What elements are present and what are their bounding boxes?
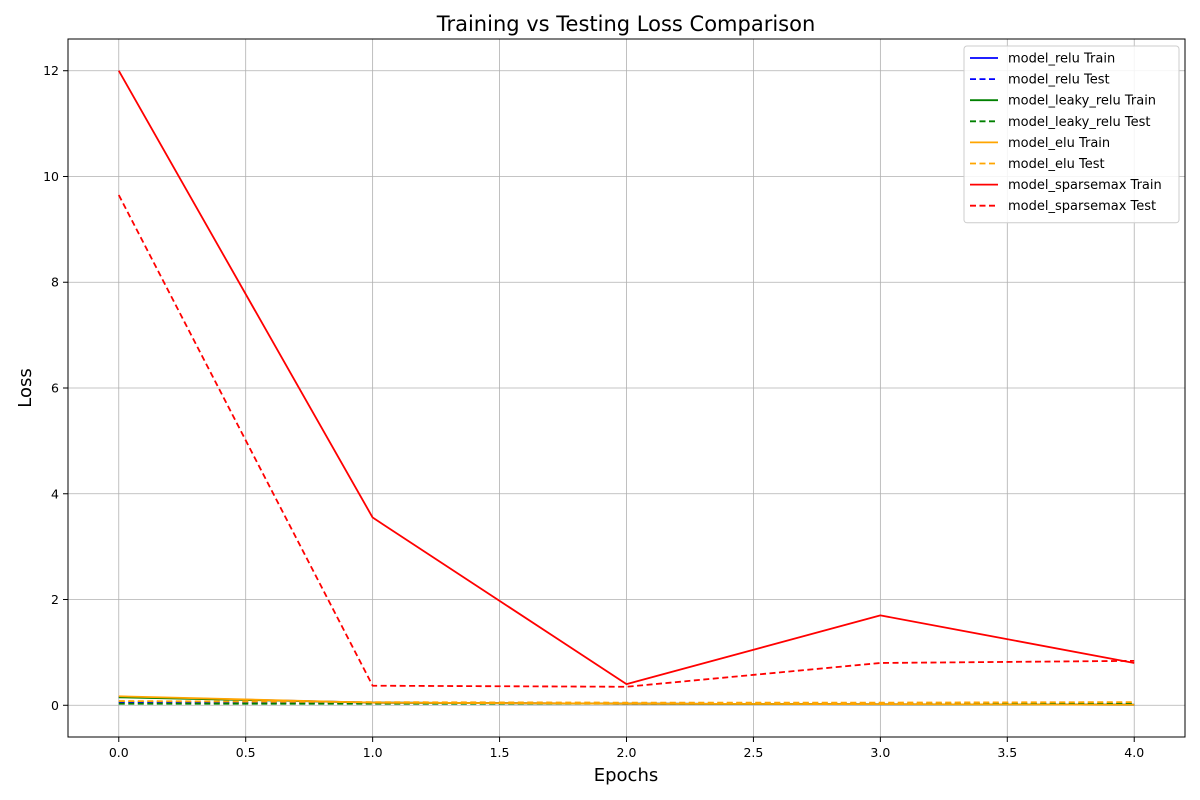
series-line-7 bbox=[117, 194, 1135, 688]
legend-label: model_relu Test bbox=[1008, 73, 1110, 88]
x-tick-label: 4.0 bbox=[1124, 745, 1144, 760]
y-tick-label: 10 bbox=[43, 169, 59, 184]
legend-label: model_leaky_relu Train bbox=[1008, 94, 1156, 109]
y-tick-label: 12 bbox=[43, 63, 59, 78]
legend-label: model_sparsemax Train bbox=[1008, 178, 1162, 193]
legend-label: model_sparsemax Test bbox=[1008, 199, 1156, 214]
legend-label: model_elu Train bbox=[1008, 136, 1110, 151]
x-tick-label: 1.0 bbox=[363, 745, 383, 760]
y-tick-label: 0 bbox=[51, 698, 59, 713]
series-line-6 bbox=[117, 70, 1135, 686]
y-tick-label: 8 bbox=[51, 275, 59, 290]
series-layer bbox=[117, 70, 1135, 706]
x-tick-label: 3.5 bbox=[997, 745, 1017, 760]
y-tick-label: 4 bbox=[51, 486, 59, 501]
legend-label: model_leaky_relu Test bbox=[1008, 115, 1150, 130]
legend-label: model_relu Train bbox=[1008, 52, 1115, 67]
legend-label: model_elu Test bbox=[1008, 157, 1105, 172]
series-line-4 bbox=[118, 695, 1135, 706]
y-tick-label: 6 bbox=[51, 381, 59, 396]
x-tick-label: 2.0 bbox=[617, 745, 637, 760]
x-axis-label: Epochs bbox=[594, 765, 659, 786]
series-line-5 bbox=[118, 700, 1135, 704]
x-tick-label: 0.0 bbox=[109, 745, 129, 760]
y-tick-label: 2 bbox=[51, 592, 59, 607]
y-axis-label: Loss bbox=[15, 368, 36, 407]
x-tick-label: 2.5 bbox=[743, 745, 763, 760]
chart-title: Training vs Testing Loss Comparison bbox=[436, 12, 816, 36]
x-tick-label: 1.5 bbox=[490, 745, 510, 760]
legend-box bbox=[963, 45, 1180, 224]
x-tick-label: 0.5 bbox=[236, 745, 256, 760]
legend: model_relu Train model_relu Test model_lea… bbox=[963, 45, 1180, 224]
tick-layer: 0.0 0.5 1.0 1.5 2.0 2.5 3.0 3.5 4.0 0 2 4 6 8 10 12 bbox=[43, 63, 1144, 760]
grid-layer bbox=[68, 39, 1185, 737]
x-tick-label: 3.0 bbox=[870, 745, 890, 760]
